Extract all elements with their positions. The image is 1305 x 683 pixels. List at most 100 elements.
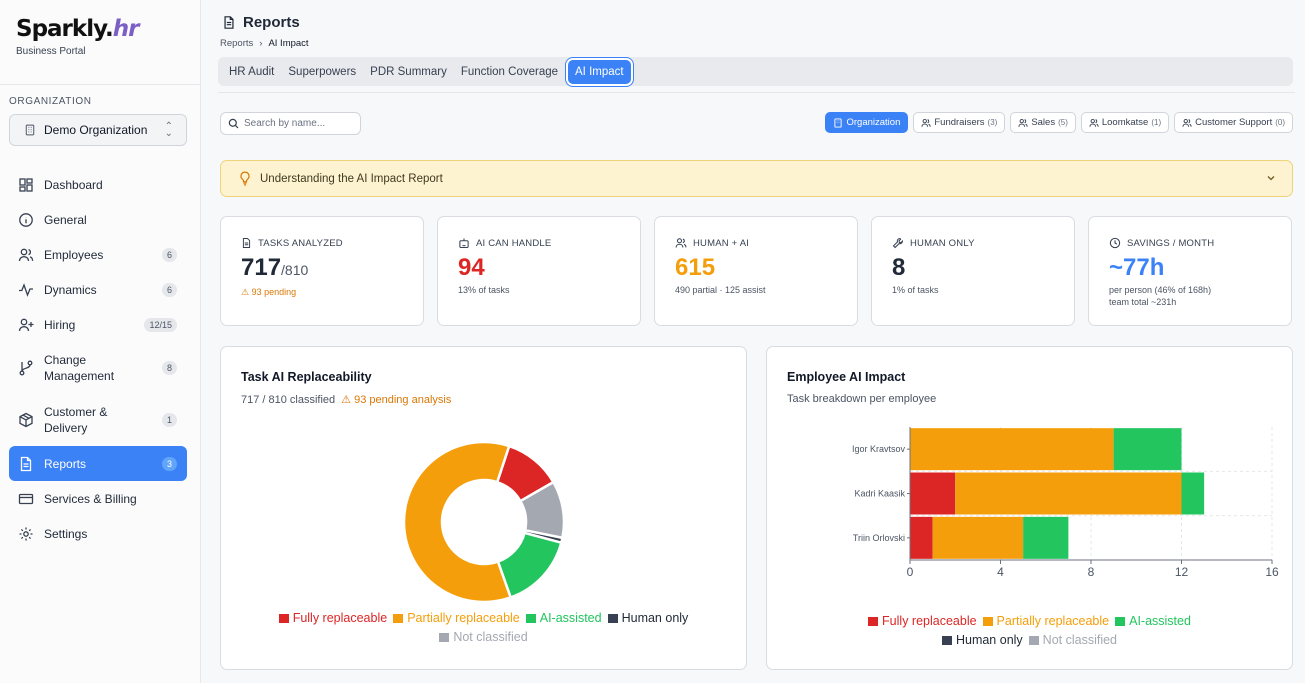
pending-count: 93 pending — [251, 287, 297, 297]
users-icon — [1089, 118, 1099, 127]
search-icon — [228, 118, 239, 129]
filter-label: Organization — [846, 117, 901, 128]
legend-item-fully-replaceable[interactable]: Fully replaceable — [278, 609, 388, 628]
filter-loomkatse[interactable]: Loomkatse (1) — [1080, 112, 1170, 133]
sidebar-item-hiring[interactable]: Hiring 12/15 — [9, 307, 187, 342]
chevron-right-icon: › — [259, 38, 263, 49]
sidebar-item-dynamics[interactable]: Dynamics 6 — [9, 272, 187, 307]
robot-icon — [459, 238, 469, 249]
chevron-down-icon[interactable] — [1266, 173, 1276, 183]
filter-customer-support[interactable]: Customer Support (0) — [1174, 112, 1293, 133]
legend-item-partially-replaceable[interactable]: Partially replaceable — [982, 612, 1109, 631]
filter-fundraisers[interactable]: Fundraisers (3) — [913, 112, 1006, 133]
count-badge: 1 — [161, 413, 177, 427]
sidebar-item-customer-delivery[interactable]: Customer & Delivery 1 — [9, 394, 187, 446]
filter-organization[interactable]: Organization — [825, 112, 909, 133]
bar-kadri-kaasik-ai-assisted[interactable] — [1181, 472, 1205, 515]
sidebar-item-dashboard[interactable]: Dashboard — [9, 167, 187, 202]
sidebar-item-general[interactable]: General — [9, 202, 187, 237]
bar-igor-kravtsov-ai-assisted[interactable] — [1113, 428, 1182, 471]
activity-icon — [19, 282, 33, 297]
legend-item-ai-assisted[interactable]: AI-assisted — [1115, 612, 1191, 631]
tab-superpowers[interactable]: Superpowers — [288, 65, 357, 78]
sidebar-item-label: Reports — [44, 456, 87, 471]
bar-triin-orlovski-ai-assisted[interactable] — [1023, 516, 1069, 559]
bar-igor-kravtsov-partially-replaceable[interactable] — [910, 428, 1114, 471]
donut-slice-partially-replaceable[interactable] — [402, 440, 513, 604]
sidebar-nav: Dashboard General Employees 6 Dynamics 6… — [9, 167, 187, 551]
legend-label: Fully replaceable — [882, 614, 977, 628]
file-icon — [224, 16, 234, 29]
legend-label: Not classified — [1042, 633, 1118, 647]
stacked-bar-chart: Igor Kravtsov Kadri Kaasik Triin Orlovski 0… — [852, 427, 1279, 579]
legend-swatch — [278, 614, 289, 623]
legend-item-fully-replaceable[interactable]: Fully replaceable — [868, 612, 977, 631]
category-label: Igor Kravtsov — [852, 444, 906, 454]
sidebar-item-employees[interactable]: Employees 6 — [9, 237, 187, 272]
bar-triin-orlovski-fully-replaceable[interactable] — [910, 516, 933, 559]
stat-value: 94 — [458, 254, 485, 281]
filter-label: Loomkatse — [1101, 117, 1149, 128]
legend-label: Fully replaceable — [292, 611, 388, 625]
sidebar-item-settings[interactable]: Settings — [9, 516, 187, 551]
pending-note: ⚠ 93 pending analysis — [341, 394, 452, 406]
bar-kadri-kaasik-fully-replaceable[interactable] — [910, 472, 956, 515]
users-icon — [675, 238, 687, 248]
legend-item-not-classified[interactable]: Not classified — [1028, 631, 1118, 650]
sidebar-item-services-billing[interactable]: Services & Billing — [9, 481, 187, 516]
legend-swatch — [1115, 617, 1126, 626]
bar-legend: Fully replaceable Partially replaceable AI… — [787, 612, 1272, 650]
logo-accent: hr — [112, 16, 140, 42]
sidebar-item-label: Customer & Delivery — [44, 405, 108, 435]
legend-label: Partially replaceable — [407, 611, 520, 625]
sidebar-item-label: Settings — [44, 526, 88, 541]
org-selector[interactable]: Demo Organization ⌃ ⌄ — [9, 114, 187, 146]
stat-number: 717 — [241, 254, 282, 281]
x-tick-label: 4 — [997, 565, 1004, 579]
user-plus-icon — [18, 318, 34, 331]
logo[interactable]: Sparkly.hr — [16, 16, 200, 42]
sidebar-item-change-management[interactable]: Change Management 8 — [9, 342, 187, 394]
card-icon — [18, 493, 34, 504]
breadcrumb-root[interactable]: Reports — [220, 38, 254, 49]
filter-label: Fundraisers — [934, 117, 985, 128]
sidebar-item-label: Hiring — [44, 317, 76, 332]
count-badge: 8 — [161, 361, 177, 375]
legend-swatch — [982, 617, 993, 626]
tab-pdr-summary[interactable]: PDR Summary — [370, 65, 447, 78]
clock-icon — [1109, 237, 1121, 249]
count-badge: 6 — [161, 247, 177, 262]
search-input[interactable] — [244, 118, 354, 129]
tab-function-coverage[interactable]: Function Coverage — [460, 65, 559, 78]
stat-savings: SAVINGS / MONTH ~77h per person (46% of … — [1088, 216, 1292, 326]
legend-item-not-classified[interactable]: Not classified — [439, 628, 528, 647]
filter-label: Customer Support — [1195, 117, 1273, 128]
info-banner[interactable]: Understanding the AI Impact Report — [220, 160, 1293, 197]
count-badge: 3 — [161, 456, 177, 471]
sidebar-item-reports[interactable]: Reports 3 — [9, 446, 187, 481]
stat-sub: per person (46% of 168h) — [1109, 285, 1212, 295]
legend-swatch — [868, 617, 879, 626]
stat-tasks-analyzed: TASKS ANALYZED 717/810 ⚠ 93 pending — [220, 216, 424, 326]
bar-triin-orlovski-partially-replaceable[interactable] — [932, 516, 1024, 559]
legend-label: Human only — [955, 633, 1023, 647]
filter-sales[interactable]: Sales (5) — [1010, 112, 1076, 133]
category-label: Kadri Kaasik — [854, 489, 905, 499]
legend-item-partially-replaceable[interactable]: Partially replaceable — [393, 609, 520, 628]
stat-value: ~77h — [1109, 254, 1165, 281]
brand: Sparkly.hr Business Portal — [0, 0, 200, 85]
legend-item-ai-assisted[interactable]: AI-assisted — [525, 609, 602, 628]
legend-item-human-only[interactable]: Human only — [607, 609, 688, 628]
legend-label: Not classified — [453, 630, 528, 644]
tab-hr-audit[interactable]: HR Audit — [229, 65, 275, 78]
search-box[interactable] — [220, 112, 361, 135]
legend-item-human-only[interactable]: Human only — [941, 631, 1023, 650]
stat-label: HUMAN ONLY — [910, 237, 975, 249]
tab-ai-impact[interactable]: AI Impact — [568, 59, 631, 84]
bar-kadri-kaasik-partially-replaceable[interactable] — [955, 472, 1182, 515]
card-title: Employee AI Impact — [787, 370, 906, 384]
portal-subtitle: Business Portal — [16, 46, 86, 57]
main-content: Reports Reports › AI Impact HR Audit Super… — [201, 0, 1305, 683]
legend-swatch — [525, 614, 536, 623]
logo-text: Sparkly. — [16, 16, 114, 42]
